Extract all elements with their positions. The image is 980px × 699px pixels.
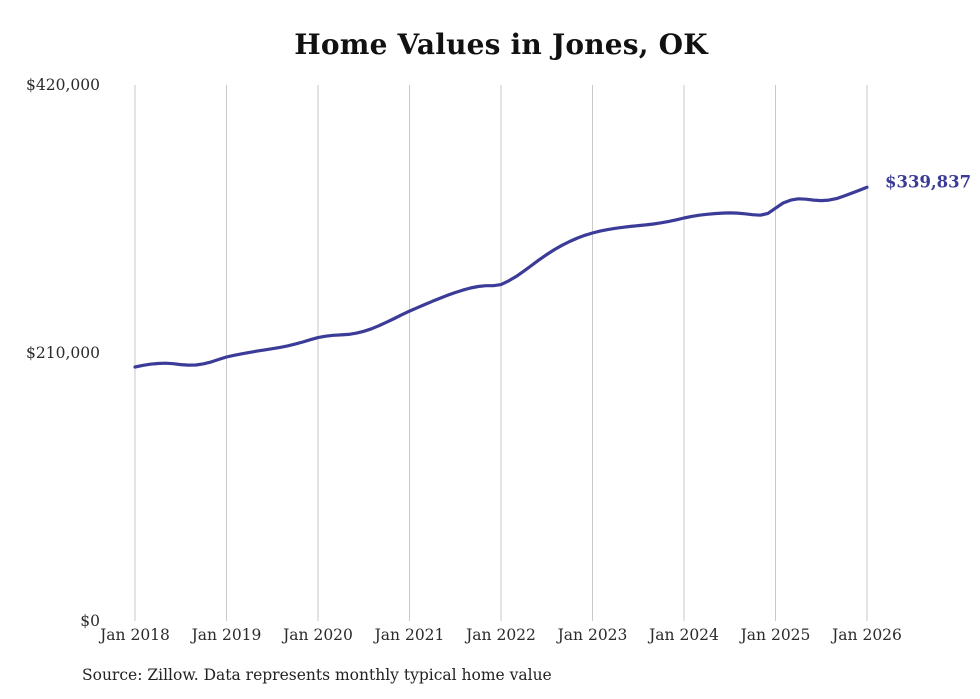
x-tick-label: Jan 2020	[281, 626, 353, 644]
x-tick-label: Jan 2022	[464, 626, 536, 644]
value-line	[133, 185, 869, 369]
x-tick-label: Jan 2024	[647, 626, 719, 644]
y-tick-label: $420,000	[26, 76, 100, 94]
x-tick-label: Jan 2026	[830, 626, 902, 644]
source-note: Source: Zillow. Data represents monthly …	[82, 666, 552, 684]
x-tick-label: Jan 2023	[556, 626, 628, 644]
y-tick-label: $210,000	[26, 344, 100, 362]
x-tick-label: Jan 2021	[373, 626, 445, 644]
y-tick-label: $0	[80, 612, 100, 630]
chart-title: Home Values in Jones, OK	[294, 28, 708, 61]
end-value-label: $339,837	[885, 172, 971, 191]
x-tick-label: Jan 2019	[190, 626, 262, 644]
x-tick-label: Jan 2018	[98, 626, 170, 644]
x-tick-label: Jan 2025	[739, 626, 811, 644]
